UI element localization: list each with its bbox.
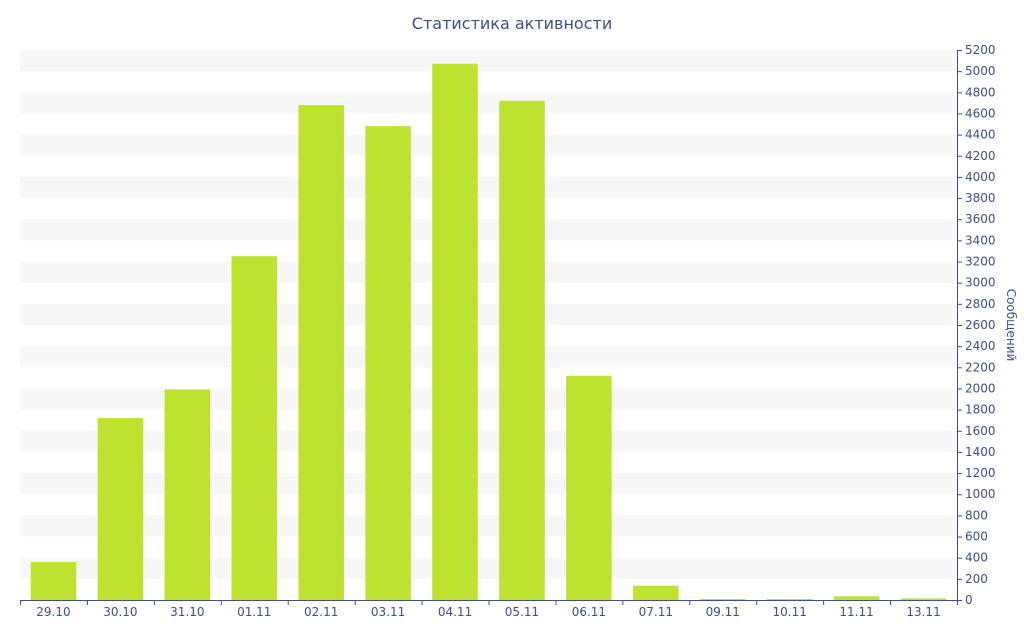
x-tick-label: 13.11 bbox=[906, 605, 940, 619]
grid-band bbox=[20, 134, 957, 156]
grid-band bbox=[20, 261, 957, 283]
y-axis-title: Сообщений bbox=[1004, 289, 1018, 362]
bar-09.11[interactable] bbox=[699, 598, 746, 600]
y-tick-label: 400 bbox=[965, 551, 988, 565]
bar-07.11[interactable] bbox=[633, 585, 679, 600]
x-tick-label: 10.11 bbox=[772, 605, 806, 619]
y-tick-label: 1400 bbox=[965, 445, 996, 459]
x-tick-label: 07.11 bbox=[639, 605, 673, 619]
x-tick-label: 04.11 bbox=[438, 605, 472, 619]
y-tick-label: 3800 bbox=[965, 191, 996, 205]
bar-04.11[interactable] bbox=[432, 63, 478, 600]
y-tick-label: 3200 bbox=[965, 255, 996, 269]
bar-01.11[interactable] bbox=[231, 256, 278, 600]
x-tick-label: 02.11 bbox=[304, 605, 338, 619]
y-tick-label: 2000 bbox=[965, 381, 996, 395]
x-tick-label: 03.11 bbox=[371, 605, 405, 619]
bar-10.11[interactable] bbox=[766, 598, 813, 600]
x-tick-label: 05.11 bbox=[505, 605, 539, 619]
bar-30.10[interactable] bbox=[97, 418, 144, 600]
bar-29.10[interactable] bbox=[30, 561, 77, 600]
x-tick-label: 09.11 bbox=[706, 605, 740, 619]
y-tick-label: 2600 bbox=[965, 318, 996, 332]
bar-05.11[interactable] bbox=[499, 100, 545, 601]
grid-band bbox=[20, 557, 957, 579]
y-tick-label: 4800 bbox=[965, 85, 996, 99]
x-tick-label: 31.10 bbox=[170, 605, 204, 619]
y-axis-ticks: 0 200 400 600 800 1000 1200 1400 1600 1800 2000 220… bbox=[957, 43, 996, 607]
y-tick-label: 5200 bbox=[965, 43, 996, 57]
y-tick-label: 2200 bbox=[965, 360, 996, 374]
grid-band bbox=[20, 388, 957, 410]
x-tick-label: 29.10 bbox=[36, 605, 70, 619]
chart-title: Статистика активности bbox=[411, 14, 613, 33]
y-tick-label: 1000 bbox=[965, 487, 996, 501]
grid-band bbox=[20, 50, 957, 72]
bar-06.11[interactable] bbox=[566, 375, 612, 600]
y-tick-label: 4400 bbox=[965, 128, 996, 142]
grid-band bbox=[20, 219, 957, 241]
y-tick-label: 4000 bbox=[965, 170, 996, 184]
grid-band bbox=[20, 92, 957, 114]
x-tick-label: 06.11 bbox=[572, 605, 606, 619]
x-tick-label: 30.10 bbox=[103, 605, 137, 619]
bar-series bbox=[30, 63, 947, 601]
bar-13.11[interactable] bbox=[900, 598, 947, 600]
bar-03.11[interactable] bbox=[365, 126, 411, 601]
y-tick-label: 5000 bbox=[965, 64, 996, 78]
y-tick-label: 4200 bbox=[965, 149, 996, 163]
y-tick-label: 0 bbox=[965, 593, 973, 607]
x-tick-label: 01.11 bbox=[237, 605, 271, 619]
y-tick-label: 200 bbox=[965, 572, 988, 586]
y-tick-label: 3400 bbox=[965, 233, 996, 247]
y-tick-label: 2400 bbox=[965, 339, 996, 353]
bar-02.11[interactable] bbox=[298, 105, 344, 600]
y-tick-label: 2800 bbox=[965, 297, 996, 311]
y-tick-label: 800 bbox=[965, 508, 988, 522]
x-axis-ticks: 29.10 30.10 31.10 01.11 02.11 03.11 04.11 05.11… bbox=[20, 600, 958, 619]
y-tick-label: 1200 bbox=[965, 466, 996, 480]
grid-bands bbox=[20, 50, 957, 579]
grid-band bbox=[20, 515, 957, 537]
bar-31.10[interactable] bbox=[164, 389, 211, 600]
y-tick-label: 1800 bbox=[965, 403, 996, 417]
y-tick-label: 1600 bbox=[965, 424, 996, 438]
grid-band bbox=[20, 430, 957, 452]
x-tick-label: 11.11 bbox=[839, 605, 873, 619]
y-tick-label: 3000 bbox=[965, 276, 996, 290]
y-tick-label: 4600 bbox=[965, 106, 996, 120]
y-tick-label: 600 bbox=[965, 530, 988, 544]
grid-band bbox=[20, 473, 957, 495]
bar-11.11[interactable] bbox=[833, 596, 880, 600]
grid-band bbox=[20, 346, 957, 368]
y-tick-label: 3600 bbox=[965, 212, 996, 226]
grid-band bbox=[20, 176, 957, 199]
grid-band bbox=[20, 303, 957, 325]
